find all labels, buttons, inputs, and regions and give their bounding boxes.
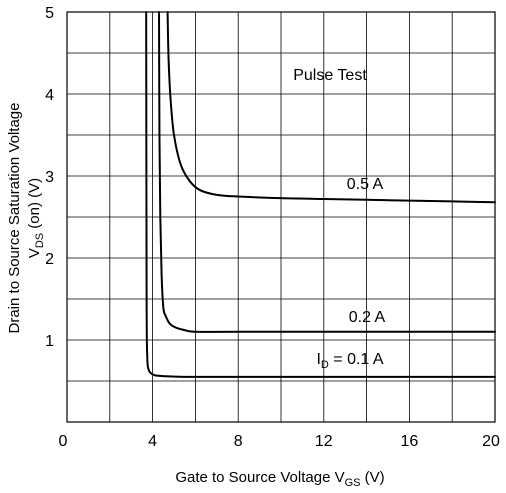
- x-axis-label-unit: (V): [361, 469, 385, 486]
- x-tick-label: 0: [59, 433, 68, 450]
- x-tick-label: 4: [148, 433, 157, 450]
- y-axis-label-line2-main: V: [26, 248, 43, 258]
- x-tick-label: 20: [482, 433, 500, 450]
- y-tick-label: 4: [45, 87, 54, 104]
- y-tick-label: 5: [45, 5, 54, 22]
- series-label-0.2A: 0.2 A: [349, 309, 386, 326]
- series-label-0.1A-rest: = 0.1 A: [329, 351, 384, 368]
- series-lines: [145, 11, 496, 378]
- series-line-1: [158, 11, 496, 333]
- x-axis-label-main: Gate to Source Voltage V: [175, 469, 344, 486]
- y-axis-label-line2-sub: DS: [34, 233, 46, 248]
- y-tick-label: 3: [45, 169, 54, 186]
- y-axis-label-line1: Drain to Source Saturation Voltage: [6, 103, 23, 334]
- series-label-0.1A-sub: D: [321, 359, 329, 371]
- series-label-0.1A-main: I: [316, 351, 320, 368]
- series-line-2: [166, 11, 496, 204]
- y-tick-label: 2: [45, 251, 54, 268]
- x-tick-label: 8: [234, 433, 243, 450]
- annotation-pulse-test: Pulse Test: [293, 67, 367, 84]
- y-axis-label-line2: VDS (on) (V): [26, 178, 46, 258]
- x-tick-label: 12: [315, 433, 333, 450]
- x-axis-label: Gate to Source Voltage VGS (V): [175, 469, 384, 489]
- series-label-0.5A: 0.5 A: [347, 176, 384, 193]
- y-tick-label: 1: [45, 333, 54, 350]
- plot-frame: [66, 11, 496, 423]
- series-label-0.1A: ID = 0.1 A: [316, 351, 383, 371]
- grid: [67, 12, 495, 422]
- y-axis-label-line2-rest: (on) (V): [26, 178, 43, 233]
- x-tick-label: 16: [401, 433, 419, 450]
- series-line-0: [145, 11, 496, 378]
- x-axis-label-sub: GS: [345, 477, 361, 489]
